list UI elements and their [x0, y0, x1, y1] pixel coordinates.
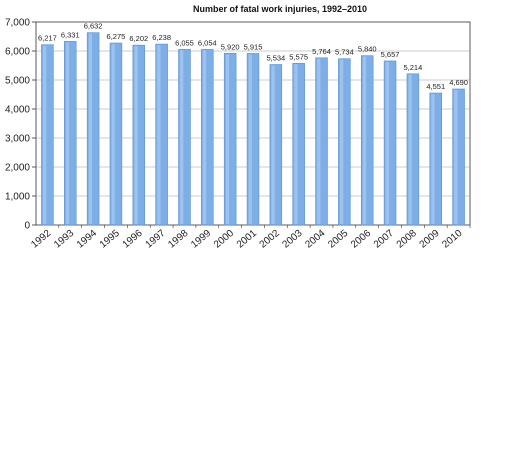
- bar: [246, 53, 260, 226]
- x-tick-label: 2007: [372, 228, 396, 251]
- x-tick-label: 1995: [98, 228, 122, 251]
- bar-highlight: [111, 44, 115, 225]
- bar-value-label: 5,840: [358, 45, 377, 54]
- y-tick-label: 6,000: [5, 47, 30, 58]
- bar-highlight: [88, 33, 92, 225]
- bar: [292, 63, 305, 226]
- x-tick-label: 2000: [212, 228, 236, 251]
- bar: [383, 60, 397, 226]
- bar-highlight: [362, 56, 367, 224]
- bar: [64, 41, 77, 226]
- bar-value-label: 4,690: [449, 78, 468, 87]
- bar: [360, 55, 374, 226]
- bar-value-label: 5,764: [312, 47, 331, 56]
- x-tick-label: 2001: [235, 228, 259, 251]
- chart-title: Number of fatal work injuries, 1992–2010: [192, 4, 368, 14]
- bar: [109, 42, 123, 226]
- bar-value-label: 5,657: [381, 50, 400, 59]
- bar: [201, 49, 214, 226]
- x-tick-label: 2008: [395, 228, 419, 251]
- bar-highlight: [339, 59, 344, 224]
- bar-highlight: [65, 42, 70, 224]
- bar: [41, 44, 54, 226]
- bar-highlight: [134, 46, 138, 224]
- bar-highlight: [42, 45, 47, 224]
- bar-highlight: [180, 50, 184, 224]
- y-tick-label: 7,000: [5, 18, 30, 29]
- x-tick-label: 2006: [349, 228, 373, 251]
- bar: [452, 88, 465, 226]
- bar-value-label: 5,214: [404, 63, 423, 72]
- bar: [155, 43, 168, 226]
- bar-highlight: [248, 54, 252, 225]
- x-tick-label: 1996: [121, 228, 145, 251]
- x-tick-label: 1999: [189, 228, 213, 251]
- bar-value-label: 5,575: [289, 52, 308, 61]
- bar: [269, 64, 283, 226]
- bar-highlight: [271, 65, 275, 224]
- bar: [223, 53, 237, 226]
- bar: [338, 58, 351, 226]
- y-tick-label: 5,000: [5, 76, 30, 87]
- bar-highlight: [454, 89, 458, 225]
- bar-value-label: 6,054: [198, 38, 217, 47]
- bar-highlight: [157, 45, 161, 225]
- y-tick-label: 0: [24, 221, 30, 232]
- x-tick-label: 2002: [258, 228, 282, 251]
- y-tick-label: 2,000: [5, 163, 30, 174]
- y-tick-label: 4,000: [5, 105, 30, 116]
- bar-value-label: 6,331: [61, 30, 80, 39]
- x-tick-label: 2010: [440, 228, 464, 251]
- bar-value-label: 6,217: [38, 34, 57, 43]
- x-tick-label: 2005: [326, 228, 350, 251]
- bar: [132, 44, 146, 226]
- x-tick-label: 1997: [143, 228, 167, 251]
- bar: [86, 32, 100, 226]
- bar-value-label: 6,275: [107, 32, 126, 41]
- x-tick-label: 1993: [52, 228, 76, 251]
- bar: [406, 73, 420, 226]
- bar-highlight: [385, 61, 389, 225]
- bar-value-label: 5,920: [221, 42, 240, 51]
- bar-highlight: [431, 94, 435, 225]
- bar-highlight: [317, 58, 321, 225]
- x-tick-label: 1994: [75, 228, 99, 251]
- x-tick-label: 2009: [418, 228, 442, 251]
- bar-value-label: 6,202: [129, 34, 148, 43]
- y-tick-label: 1,000: [5, 192, 30, 203]
- bar-value-label: 6,632: [84, 22, 103, 31]
- bar-value-label: 6,055: [175, 38, 194, 47]
- bar: [429, 92, 442, 226]
- bar: [315, 57, 328, 226]
- x-tick-label: 1992: [29, 228, 53, 251]
- bar-highlight: [294, 64, 298, 224]
- x-tick-label: 2004: [303, 228, 327, 251]
- bar-highlight: [202, 50, 207, 225]
- bar-value-label: 5,915: [244, 42, 263, 51]
- x-tick-label: 2003: [280, 228, 304, 251]
- bar-highlight: [225, 54, 230, 224]
- bar: [178, 49, 191, 226]
- bar-value-label: 4,551: [426, 82, 445, 91]
- bar-value-label: 5,734: [335, 48, 354, 57]
- bar-highlight: [408, 74, 412, 224]
- x-tick-label: 1998: [166, 228, 190, 251]
- bar-value-label: 5,534: [266, 54, 285, 63]
- y-tick-label: 3,000: [5, 134, 30, 145]
- bar-value-label: 6,238: [152, 33, 171, 42]
